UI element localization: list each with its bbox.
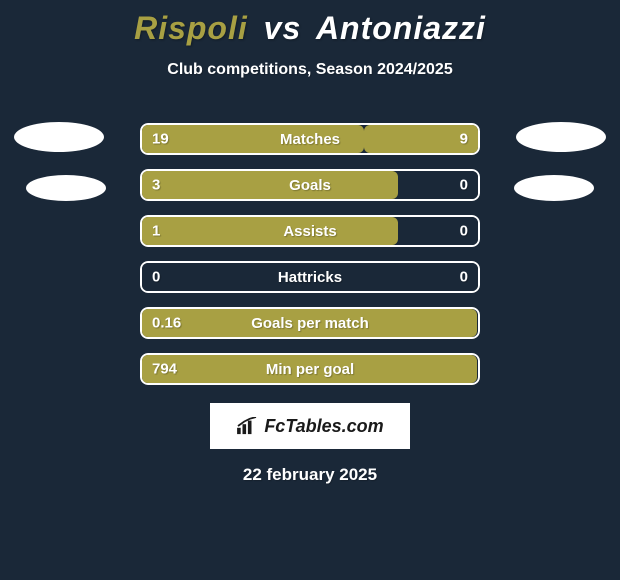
stat-row: Hattricks00 — [140, 261, 480, 293]
stat-value-left: 19 — [152, 131, 169, 148]
subtitle: Club competitions, Season 2024/2025 — [0, 61, 620, 79]
stats-list: Matches199Goals30Assists10Hattricks00Goa… — [0, 123, 620, 385]
stat-row: Matches199 — [140, 123, 480, 155]
title-vs: vs — [264, 10, 302, 46]
stat-value-left: 0.16 — [152, 315, 181, 332]
stat-fill-left — [142, 171, 398, 199]
stat-fill-left — [142, 309, 477, 337]
club-badge-right-2 — [514, 175, 594, 201]
stat-row: Goals per match0.16 — [140, 307, 480, 339]
date-label: 22 february 2025 — [0, 465, 620, 485]
stat-value-right: 0 — [460, 269, 468, 286]
watermark: FcTables.com — [210, 403, 410, 449]
stat-fill-left — [142, 263, 398, 291]
stat-fill-left — [142, 355, 477, 383]
stat-row: Goals30 — [140, 169, 480, 201]
stat-fill-left — [142, 125, 364, 153]
stat-row: Min per goal794 — [140, 353, 480, 385]
title-player-right: Antoniazzi — [316, 10, 486, 46]
comparison-widget: Rispoli vs Antoniazzi Club competitions,… — [0, 0, 620, 580]
stat-value-right: 9 — [460, 131, 468, 148]
club-badge-right-1 — [516, 122, 606, 152]
stat-value-left: 794 — [152, 361, 177, 378]
stat-value-right: 0 — [460, 177, 468, 194]
stat-fill-left — [142, 217, 398, 245]
title-player-left: Rispoli — [134, 10, 248, 46]
stat-value-left: 3 — [152, 177, 160, 194]
club-badge-left-2 — [26, 175, 106, 201]
chart-icon — [236, 417, 258, 435]
stat-value-left: 0 — [152, 269, 160, 286]
page-title: Rispoli vs Antoniazzi — [0, 0, 620, 47]
stat-value-left: 1 — [152, 223, 160, 240]
club-badge-left-1 — [14, 122, 104, 152]
stat-row: Assists10 — [140, 215, 480, 247]
watermark-text: FcTables.com — [264, 416, 383, 437]
stat-value-right: 0 — [460, 223, 468, 240]
